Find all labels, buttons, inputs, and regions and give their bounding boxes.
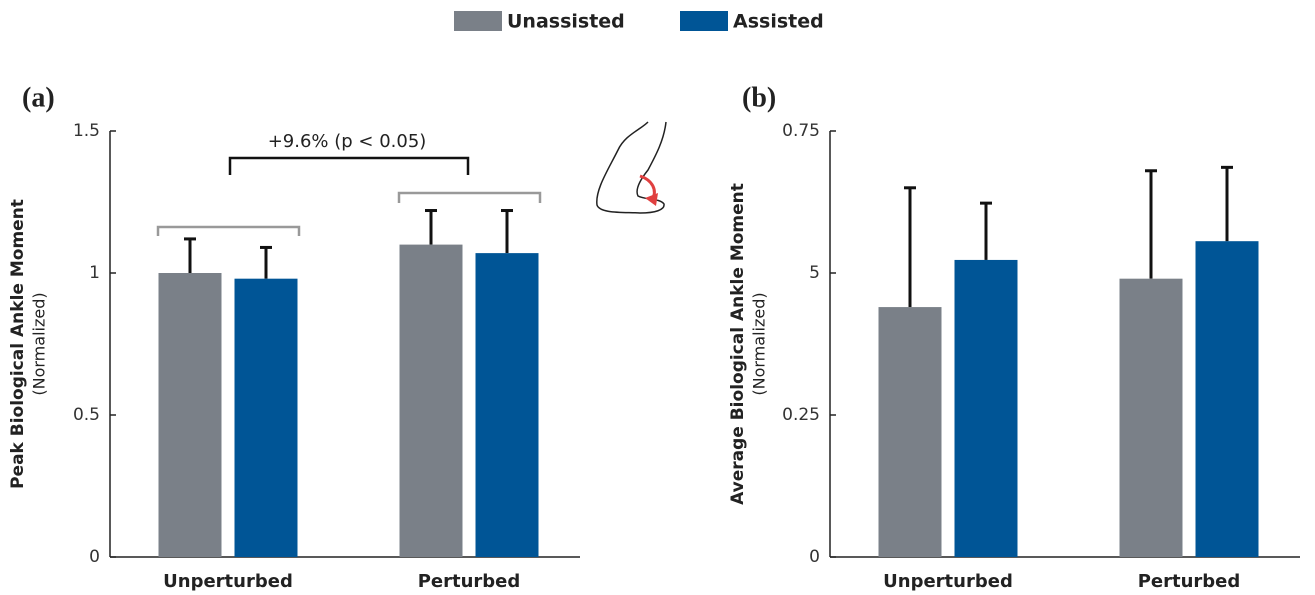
y-tick-label: 0 — [809, 547, 820, 567]
legend-label: Assisted — [733, 11, 824, 33]
legend-swatch — [454, 11, 502, 31]
y-axis-sublabel: (Normalized) — [30, 292, 49, 395]
group-bracket — [399, 193, 540, 203]
bar — [879, 307, 942, 557]
legend-label: Unassisted — [507, 11, 625, 33]
x-tick-label: Unperturbed — [883, 571, 1013, 592]
y-tick-label: 0.25 — [782, 405, 820, 425]
x-tick-label: Perturbed — [1138, 571, 1241, 592]
x-tick-label: Perturbed — [418, 571, 521, 592]
bar — [1196, 241, 1259, 557]
annotation: +9.6% (p < 0.05) — [268, 131, 427, 152]
y-tick-label: 5 — [809, 263, 820, 283]
y-tick-label: 0 — [89, 547, 100, 567]
y-tick-label: 1 — [89, 263, 100, 283]
bar — [1120, 279, 1183, 557]
y-tick-label: 1.5 — [73, 121, 100, 141]
panel-label: (a) — [22, 82, 55, 113]
bar — [955, 260, 1018, 557]
bar — [476, 253, 539, 557]
bar — [400, 245, 463, 557]
y-tick-label: 0.5 — [73, 405, 100, 425]
y-axis-label: Peak Biological Ankle Moment — [8, 199, 28, 489]
bar — [159, 273, 222, 557]
figure: +9.6% (p < 0.05) Unassisted Assisted (a) Pe… — [0, 0, 1315, 595]
bar — [235, 279, 298, 557]
panel-label: (b) — [742, 82, 776, 113]
arrow-head — [645, 193, 658, 206]
y-axis-sublabel: (Normalized) — [750, 292, 769, 395]
group-bracket — [158, 227, 299, 236]
x-tick-label: Unperturbed — [163, 571, 293, 592]
significance-bracket — [230, 158, 468, 175]
y-tick-label: 0.75 — [782, 121, 820, 141]
legend-swatch — [680, 11, 728, 31]
y-axis-label: Average Biological Ankle Moment — [728, 183, 748, 505]
